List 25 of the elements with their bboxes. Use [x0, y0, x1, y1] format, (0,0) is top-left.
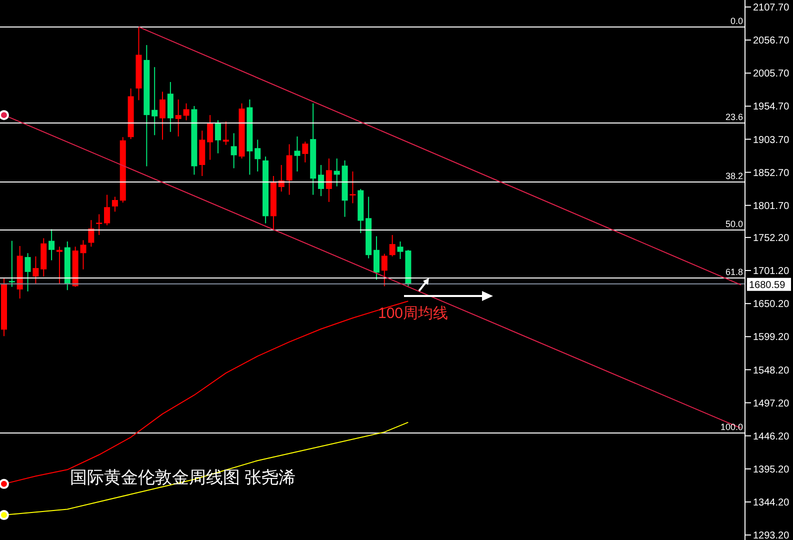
y-tick-label: 1650.20: [753, 299, 790, 310]
y-tick-label: 1701.20: [753, 266, 790, 278]
y-tick-label: 1752.20: [753, 233, 790, 244]
annotation: 0.0: [730, 16, 743, 26]
y-tick-label: 1497.20: [753, 398, 790, 410]
annotation: 61.8: [725, 266, 743, 277]
y-tick-label: 2107.70: [753, 2, 790, 14]
annotation: 100周均线: [378, 304, 448, 323]
annotation: 50.0: [725, 219, 743, 229]
y-tick-label: 1852.70: [753, 168, 790, 179]
y-tick-label: 1954.70: [753, 102, 790, 113]
annotation: 23.6: [725, 112, 743, 122]
annotation: 100.0: [720, 422, 743, 432]
y-tick-label: 2005.70: [753, 68, 790, 80]
y-tick-label: 1903.70: [753, 134, 790, 146]
y-tick-label: 1446.20: [753, 431, 790, 442]
y-tick-label: 1801.70: [753, 200, 790, 212]
annotation: 38.2: [725, 171, 743, 182]
y-tick-label: 2056.70: [753, 36, 790, 47]
ref-line-label: 1680.59: [749, 280, 786, 291]
y-tick-label: 1599.20: [753, 332, 790, 344]
y-tick-label: 1344.20: [753, 497, 790, 508]
y-tick-label: 1293.20: [753, 530, 790, 540]
y-tick-label: 1395.20: [753, 464, 790, 476]
y-tick-label: 1548.20: [753, 365, 790, 376]
